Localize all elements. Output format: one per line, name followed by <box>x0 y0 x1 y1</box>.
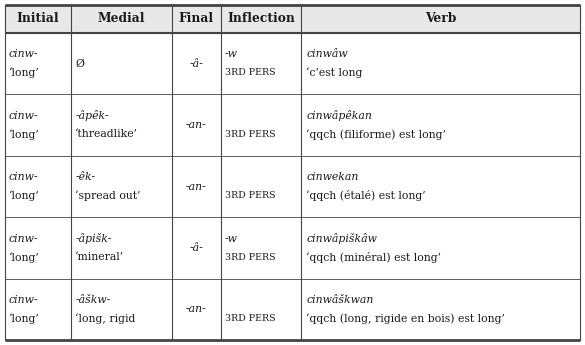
Text: ‘qqch (étalé) est long’: ‘qqch (étalé) est long’ <box>306 190 426 201</box>
Text: cinwâw: cinwâw <box>306 49 347 59</box>
Text: -an-: -an- <box>186 120 207 130</box>
Text: cinwâpêkan: cinwâpêkan <box>306 110 372 121</box>
Text: Initial: Initial <box>17 12 59 26</box>
Text: 3RD PERS: 3RD PERS <box>225 130 276 139</box>
Text: Verb: Verb <box>425 12 456 26</box>
Text: ‘qqch (filiforme) est long’: ‘qqch (filiforme) est long’ <box>306 129 446 140</box>
Text: ‘threadlike’: ‘threadlike’ <box>75 129 138 139</box>
Text: ‘long, rigid: ‘long, rigid <box>75 313 136 324</box>
Text: -âpêk-: -âpêk- <box>75 110 109 121</box>
Text: ‘long’: ‘long’ <box>9 252 40 263</box>
Text: cinw-: cinw- <box>9 172 39 182</box>
Text: ‘long’: ‘long’ <box>9 190 40 201</box>
Text: Inflection: Inflection <box>227 12 295 26</box>
Text: -an-: -an- <box>186 181 207 191</box>
Text: 3RD PERS: 3RD PERS <box>225 314 276 323</box>
Text: cinw-: cinw- <box>9 49 39 59</box>
Text: Ø: Ø <box>75 59 84 69</box>
Text: cinw-: cinw- <box>9 295 39 305</box>
Text: -êk-: -êk- <box>75 172 95 182</box>
Text: ‘long’: ‘long’ <box>9 313 40 324</box>
Text: cinwâškwan: cinwâškwan <box>306 295 373 305</box>
Text: -an-: -an- <box>186 304 207 314</box>
Text: ‘spread out’: ‘spread out’ <box>75 190 140 201</box>
Text: 3RD PERS: 3RD PERS <box>225 191 276 200</box>
Text: cinwekan: cinwekan <box>306 172 359 182</box>
Text: ‘qqch (long, rigide en bois) est long’: ‘qqch (long, rigide en bois) est long’ <box>306 313 505 324</box>
Text: ‘long’: ‘long’ <box>9 129 40 140</box>
Text: -w: -w <box>225 49 238 59</box>
Text: -âpišk-: -âpišk- <box>75 233 111 244</box>
Text: -â-: -â- <box>190 59 203 69</box>
Text: cinw-: cinw- <box>9 234 39 244</box>
Text: ‘long’: ‘long’ <box>9 68 40 78</box>
Text: ‘qqch (minéral) est long’: ‘qqch (minéral) est long’ <box>306 252 441 263</box>
Text: 3RD PERS: 3RD PERS <box>225 68 276 77</box>
Text: 3RD PERS: 3RD PERS <box>225 253 276 262</box>
Text: -â-: -â- <box>190 243 203 253</box>
Text: ‘c’est long: ‘c’est long <box>306 68 363 78</box>
Text: -âškw-: -âškw- <box>75 295 111 305</box>
Text: Final: Final <box>178 12 214 26</box>
Bar <box>5 5 580 33</box>
Text: -w: -w <box>225 234 238 244</box>
Text: Medial: Medial <box>98 12 145 26</box>
Text: cinw-: cinw- <box>9 111 39 121</box>
Text: ‘mineral’: ‘mineral’ <box>75 252 124 262</box>
Text: cinwâpiškâw: cinwâpiškâw <box>306 233 377 244</box>
